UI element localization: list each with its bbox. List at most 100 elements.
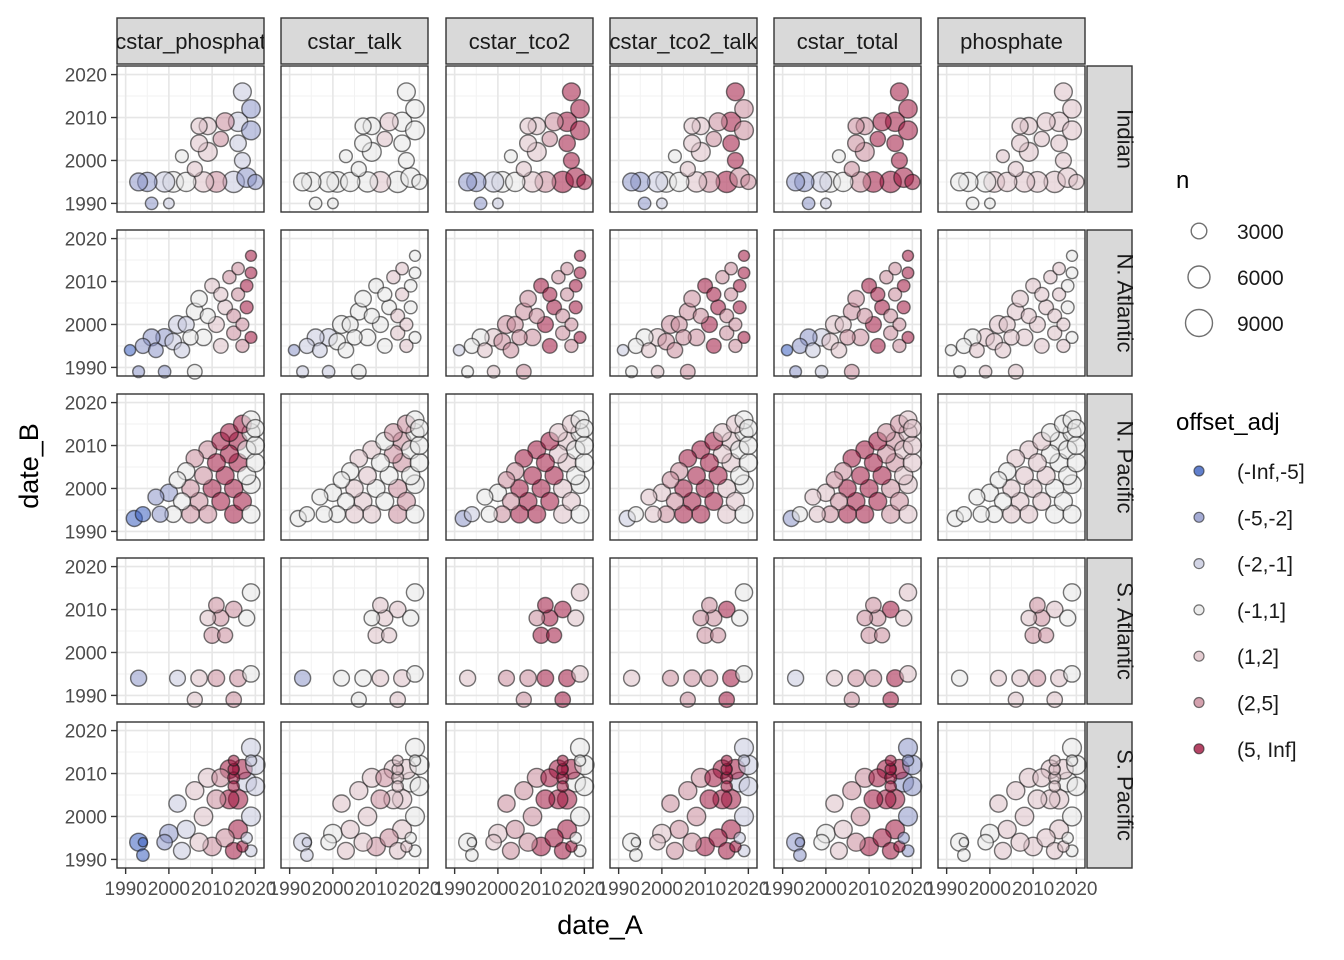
data-point [740, 173, 757, 191]
panel-natlantic-cstar_tco2_talk [609, 229, 758, 380]
data-point [461, 365, 475, 379]
data-point [678, 448, 698, 468]
data-point [678, 781, 698, 801]
data-point [737, 249, 751, 263]
data-point [408, 754, 422, 767]
data-point [1068, 173, 1085, 191]
data-point [977, 833, 994, 851]
size-legend-label: 9000 [1237, 313, 1284, 336]
data-point [168, 669, 187, 687]
panels-layer [116, 65, 1087, 869]
data-point [896, 278, 911, 293]
data-point [174, 149, 190, 164]
row-strip-label: N. Atlantic [1113, 253, 1138, 352]
data-point [1003, 329, 1020, 346]
data-point [561, 82, 581, 102]
data-point [162, 197, 175, 210]
data-point [308, 196, 323, 211]
data-point [1054, 151, 1073, 170]
x-tick-label: 1990 [598, 879, 640, 900]
panel-border [773, 65, 922, 213]
data-point [719, 308, 735, 324]
data-point [394, 287, 410, 302]
data-point [528, 307, 545, 325]
strip-row-0: Indian [1086, 65, 1138, 213]
data-point [370, 789, 391, 810]
data-point [370, 453, 390, 473]
data-point [541, 337, 558, 354]
data-point [239, 300, 254, 315]
data-point [244, 249, 258, 263]
color-legend-key [1193, 511, 1205, 523]
strip-row-2: N. Pacific [1086, 393, 1138, 541]
data-point [232, 82, 252, 102]
strip-background [1086, 393, 1133, 541]
data-point [738, 452, 759, 473]
data-point [463, 506, 481, 523]
data-point [503, 149, 519, 164]
data-point [785, 172, 806, 192]
data-point [1061, 120, 1083, 141]
data-point [1032, 491, 1052, 511]
data-point [706, 286, 722, 303]
data-point [522, 806, 543, 827]
y-tick-label: 2000 [65, 807, 107, 828]
y-tick-label: 2020 [65, 66, 107, 87]
data-point [476, 342, 493, 359]
data-point [473, 196, 488, 211]
data-point [622, 669, 641, 687]
data-point [240, 806, 262, 827]
data-point [225, 691, 243, 709]
data-point [883, 325, 899, 341]
row-strip-label: N. Pacific [1113, 421, 1138, 514]
data-point [808, 505, 826, 523]
data-point [950, 669, 969, 687]
column-strip-label: phosphate [960, 29, 1063, 54]
strip-background [1086, 721, 1133, 869]
data-point [644, 505, 662, 523]
data-point [833, 819, 853, 840]
panel-border [280, 65, 429, 213]
data-point [732, 278, 747, 293]
data-point [788, 365, 803, 379]
data-point [339, 171, 361, 193]
data-point [832, 171, 854, 193]
data-point [856, 307, 873, 325]
data-point [570, 99, 590, 119]
data-point [669, 819, 689, 840]
strip-cstar_talk: cstar_talk [280, 17, 429, 65]
y-tick-label: 1990 [65, 358, 107, 379]
strip-background [773, 17, 922, 65]
data-point [137, 836, 149, 848]
data-point [715, 269, 730, 285]
data-point [883, 308, 899, 324]
data-point [1046, 325, 1063, 341]
data-point [350, 160, 367, 178]
data-point [989, 669, 1008, 687]
data-point [1027, 453, 1047, 473]
data-point [363, 609, 381, 627]
data-point [825, 470, 844, 489]
strip-phosphate: phosphate [937, 17, 1086, 65]
data-point [157, 364, 172, 379]
x-tick-label: 1990 [762, 879, 804, 900]
x-tick-label: 1990 [434, 879, 476, 900]
x-tick-label: 2020 [234, 879, 276, 900]
data-point [793, 848, 807, 862]
data-point [537, 596, 554, 614]
data-point [502, 341, 520, 359]
y-tick-label: 2010 [65, 601, 107, 622]
x-tick-label: 1990 [269, 879, 311, 900]
data-point [890, 151, 909, 170]
data-point [1065, 266, 1079, 280]
data-point [708, 112, 728, 132]
color-legend: offset_adj (-Inf,-5] (-5,-2] (-2,-1] (-1,1]… [1176, 409, 1305, 762]
data-point [1006, 781, 1026, 801]
data-point [705, 337, 722, 354]
x-tick-label: 2010 [684, 879, 726, 900]
data-point [1066, 418, 1086, 438]
data-point [897, 806, 919, 827]
panel-natlantic-cstar_talk [280, 229, 429, 380]
data-point [847, 669, 865, 688]
